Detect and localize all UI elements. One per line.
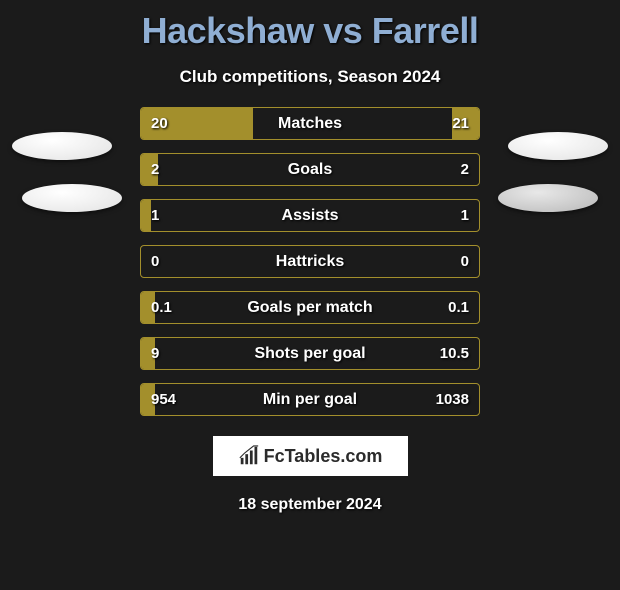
stat-label: Assists bbox=[282, 207, 339, 225]
stat-row: 954 1038 Min per goal bbox=[140, 383, 480, 416]
stat-value-left: 2 bbox=[151, 161, 159, 178]
stat-label: Min per goal bbox=[263, 391, 357, 409]
stat-row: 0.1 0.1 Goals per match bbox=[140, 291, 480, 324]
stat-row: 2 2 Goals bbox=[140, 153, 480, 186]
stat-value-left: 9 bbox=[151, 345, 159, 362]
stat-label: Goals bbox=[288, 161, 332, 179]
branding-text: FcTables.com bbox=[264, 446, 383, 467]
stat-value-left: 20 bbox=[151, 115, 168, 132]
stat-value-left: 0.1 bbox=[151, 299, 172, 316]
subtitle: Club competitions, Season 2024 bbox=[0, 67, 620, 87]
stats-container: 20 21 Matches 2 2 Goals 1 1 Assists 0 0 Hattricks 0.… bbox=[140, 107, 480, 416]
stat-value-left: 1 bbox=[151, 207, 159, 224]
stat-label: Goals per match bbox=[247, 299, 372, 317]
player-badge-left-2 bbox=[22, 184, 122, 212]
chart-icon bbox=[238, 445, 260, 467]
player-badge-right-1 bbox=[508, 132, 608, 160]
stat-bar-left bbox=[141, 200, 151, 231]
stat-value-left: 954 bbox=[151, 391, 176, 408]
stat-label: Shots per goal bbox=[254, 345, 365, 363]
stat-row: 9 10.5 Shots per goal bbox=[140, 337, 480, 370]
stat-value-right: 2 bbox=[461, 161, 469, 178]
page-title: Hackshaw vs Farrell bbox=[0, 10, 620, 52]
stat-row: 1 1 Assists bbox=[140, 199, 480, 232]
stat-label: Matches bbox=[278, 115, 342, 133]
stat-value-right: 21 bbox=[452, 115, 469, 132]
stat-row: 0 0 Hattricks bbox=[140, 245, 480, 278]
stat-label: Hattricks bbox=[276, 253, 344, 271]
stat-value-left: 0 bbox=[151, 253, 159, 270]
stat-value-right: 0 bbox=[461, 253, 469, 270]
stat-value-right: 0.1 bbox=[448, 299, 469, 316]
stat-value-right: 1 bbox=[461, 207, 469, 224]
branding-logo: FcTables.com bbox=[213, 436, 408, 476]
stat-row: 20 21 Matches bbox=[140, 107, 480, 140]
footer-date: 18 september 2024 bbox=[0, 496, 620, 514]
stat-value-right: 1038 bbox=[436, 391, 469, 408]
player-badge-right-2 bbox=[498, 184, 598, 212]
player-badge-left-1 bbox=[12, 132, 112, 160]
stat-value-right: 10.5 bbox=[440, 345, 469, 362]
